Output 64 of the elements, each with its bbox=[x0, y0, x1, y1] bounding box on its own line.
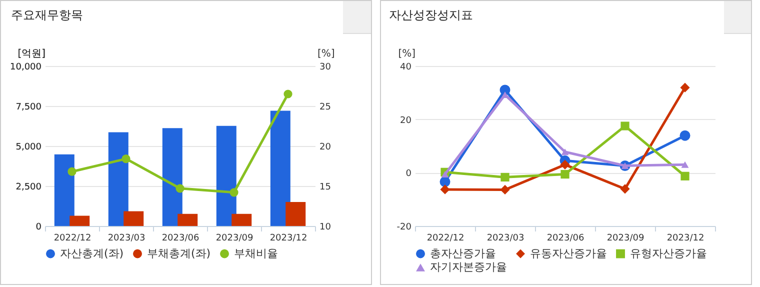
bar bbox=[108, 132, 128, 226]
point bbox=[560, 160, 570, 170]
point bbox=[68, 167, 76, 176]
legend-label: 자기자본증가율 bbox=[430, 260, 507, 274]
legend-label: 부채총계(좌) bbox=[147, 246, 211, 260]
y-axis-title: [%] bbox=[398, 48, 416, 60]
y2-tick-label: 25 bbox=[320, 102, 331, 112]
x-tick-label: 2022/12 bbox=[54, 234, 92, 244]
y-tick-label: -20 bbox=[396, 222, 412, 232]
legend-label: 총자산증가율 bbox=[430, 246, 496, 260]
point bbox=[681, 161, 689, 168]
point bbox=[440, 184, 450, 194]
y-tick-label: 10,000 bbox=[10, 62, 42, 72]
chart-title: 주요재무항목 bbox=[11, 8, 83, 22]
x-tick-label: 2023/09 bbox=[216, 234, 254, 244]
point bbox=[122, 154, 130, 164]
point bbox=[284, 90, 292, 98]
legend-label: 부채비율 bbox=[234, 246, 278, 260]
bar bbox=[216, 126, 236, 226]
x-tick-label: 2023/12 bbox=[666, 234, 704, 244]
legend-label: 자산총계(좌) bbox=[60, 246, 124, 260]
y2-tick-label: 20 bbox=[320, 142, 332, 152]
x-tick-label: 2023/12 bbox=[270, 234, 308, 244]
y2-tick-label: 15 bbox=[320, 182, 331, 192]
x-tick-label: 2023/06 bbox=[546, 234, 584, 244]
point bbox=[560, 170, 570, 179]
x-tick-label: 2022/12 bbox=[426, 234, 464, 244]
bar bbox=[54, 154, 74, 226]
point bbox=[620, 184, 630, 194]
y2-tick-label: 10 bbox=[320, 222, 332, 232]
bar bbox=[162, 128, 182, 226]
y2-tick-label: 30 bbox=[320, 62, 332, 72]
bar bbox=[232, 214, 252, 226]
point bbox=[680, 130, 690, 141]
x-tick-label: 2023/03 bbox=[486, 234, 524, 244]
point bbox=[500, 184, 510, 195]
legend-label: 유동자산증가율 bbox=[530, 246, 607, 260]
y2-axis-title: [%] bbox=[318, 48, 335, 60]
x-tick-label: 2023/03 bbox=[108, 234, 146, 244]
y-tick-label: 20 bbox=[400, 116, 412, 126]
bar bbox=[70, 216, 90, 226]
y-axis-title: [억원] bbox=[18, 48, 46, 60]
y-tick-label: 7,500 bbox=[16, 102, 42, 112]
bar bbox=[286, 202, 306, 226]
legend-label: 유형자산증가율 bbox=[630, 246, 707, 260]
point bbox=[680, 172, 690, 180]
y-tick-label: 40 bbox=[400, 62, 412, 72]
point bbox=[176, 184, 184, 193]
point bbox=[230, 188, 238, 197]
bar bbox=[178, 214, 198, 226]
point bbox=[500, 172, 510, 182]
point bbox=[680, 82, 690, 92]
point bbox=[561, 148, 569, 156]
y-tick-label: 0 bbox=[36, 222, 42, 232]
y-tick-label: 5,000 bbox=[16, 142, 42, 152]
bar bbox=[124, 211, 144, 226]
y-tick-label: 2,500 bbox=[16, 182, 42, 192]
point bbox=[441, 171, 449, 178]
y-tick-label: 0 bbox=[406, 169, 412, 180]
bar bbox=[270, 110, 290, 226]
chart-title: 자산성장성지표 bbox=[389, 8, 473, 22]
x-tick-label: 2023/06 bbox=[162, 234, 200, 244]
x-tick-label: 2023/09 bbox=[606, 234, 644, 244]
point bbox=[620, 122, 630, 130]
